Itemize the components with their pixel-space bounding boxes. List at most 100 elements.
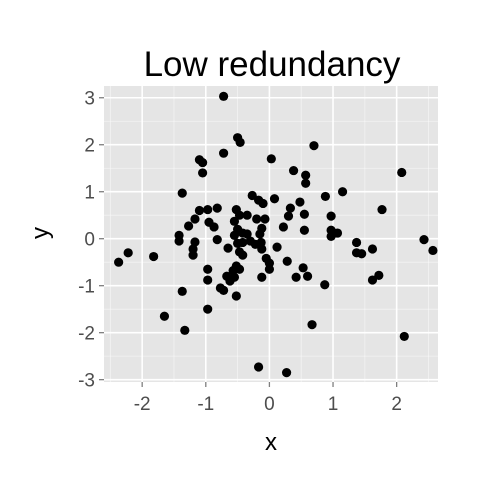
x-axis-title: x: [265, 429, 277, 456]
data-point: [231, 291, 241, 301]
data-point: [257, 223, 267, 233]
data-point: [357, 249, 367, 259]
data-point: [252, 214, 262, 224]
data-point: [190, 214, 200, 224]
data-point: [428, 245, 438, 256]
data-point: [229, 230, 240, 241]
data-point: [288, 165, 299, 176]
data-point: [257, 244, 267, 254]
data-point: [419, 235, 429, 245]
data-point: [320, 191, 330, 202]
data-point: [299, 225, 309, 235]
x-tick-label: 0: [264, 394, 275, 415]
data-point: [238, 250, 248, 260]
y-tick-label: 0: [84, 230, 95, 251]
data-point: [177, 286, 187, 296]
data-point: [367, 244, 378, 254]
data-point: [234, 210, 245, 220]
data-point: [174, 236, 184, 246]
data-point: [367, 275, 378, 285]
data-point: [377, 204, 387, 215]
data-point: [234, 264, 245, 274]
data-point: [198, 168, 208, 178]
y-tick-label: 1: [84, 183, 95, 204]
data-point: [253, 362, 264, 372]
data-point: [225, 276, 235, 286]
data-point: [219, 148, 229, 158]
data-point: [114, 257, 124, 267]
x-tick-label: -2: [134, 394, 151, 415]
y-tick-label: -3: [78, 371, 95, 392]
data-point: [302, 271, 313, 281]
data-point: [309, 141, 319, 151]
data-point: [281, 368, 292, 378]
data-point: [374, 270, 384, 280]
data-point: [257, 272, 267, 282]
data-point: [184, 221, 194, 231]
data-point: [149, 251, 159, 262]
y-tick-label: -2: [78, 324, 95, 345]
data-point: [203, 275, 213, 285]
y-tick-label: -1: [78, 277, 95, 298]
data-point: [198, 157, 208, 168]
plot-panel: [104, 86, 438, 382]
data-point: [283, 211, 294, 221]
data-point: [307, 320, 317, 330]
data-point: [180, 325, 190, 335]
data-point: [203, 264, 213, 274]
data-point: [337, 187, 348, 197]
data-point: [291, 272, 301, 282]
data-point: [235, 137, 245, 147]
y-axis: -3 -2 -1 0 1 2 3: [78, 89, 104, 392]
data-point: [212, 235, 222, 245]
data-point: [203, 304, 213, 314]
x-tick-label: -1: [197, 394, 214, 415]
data-point: [212, 203, 222, 213]
data-point: [266, 154, 276, 164]
data-point: [159, 311, 170, 321]
x-tick-label: 2: [391, 394, 402, 415]
data-point: [260, 214, 270, 224]
data-point: [258, 198, 268, 209]
data-point: [194, 205, 205, 216]
data-point: [209, 222, 219, 232]
data-point: [282, 256, 292, 266]
data-point: [320, 280, 330, 290]
data-point: [250, 239, 261, 249]
data-point: [332, 228, 343, 238]
y-tick-label: 2: [84, 136, 95, 157]
data-point: [298, 263, 308, 273]
data-point: [264, 264, 275, 274]
data-point: [219, 285, 229, 295]
data-point: [190, 237, 200, 247]
y-axis-title: y: [27, 227, 54, 239]
data-points: [114, 91, 438, 378]
data-point: [269, 194, 280, 204]
y-tick-label: 3: [84, 89, 95, 110]
data-point: [295, 197, 305, 207]
data-point: [272, 242, 282, 252]
data-point: [242, 210, 252, 220]
data-point: [247, 190, 257, 201]
data-point: [278, 222, 289, 232]
data-point: [397, 167, 407, 178]
data-point: [219, 91, 229, 101]
x-tick-label: 1: [328, 394, 339, 415]
data-point: [399, 331, 409, 342]
chart-title: Low redundancy: [144, 45, 401, 84]
data-point: [223, 243, 233, 253]
x-axis: -2 -1 0 1 2: [134, 382, 402, 415]
data-point: [203, 204, 213, 215]
data-point: [326, 211, 336, 221]
data-point: [229, 216, 240, 226]
data-point: [242, 229, 252, 239]
data-point: [238, 237, 248, 248]
data-point: [188, 250, 198, 260]
data-point: [351, 237, 362, 248]
data-point: [301, 170, 311, 180]
data-point: [301, 178, 311, 188]
data-point: [299, 209, 309, 219]
data-point: [123, 248, 133, 258]
major-grid: [104, 86, 438, 382]
